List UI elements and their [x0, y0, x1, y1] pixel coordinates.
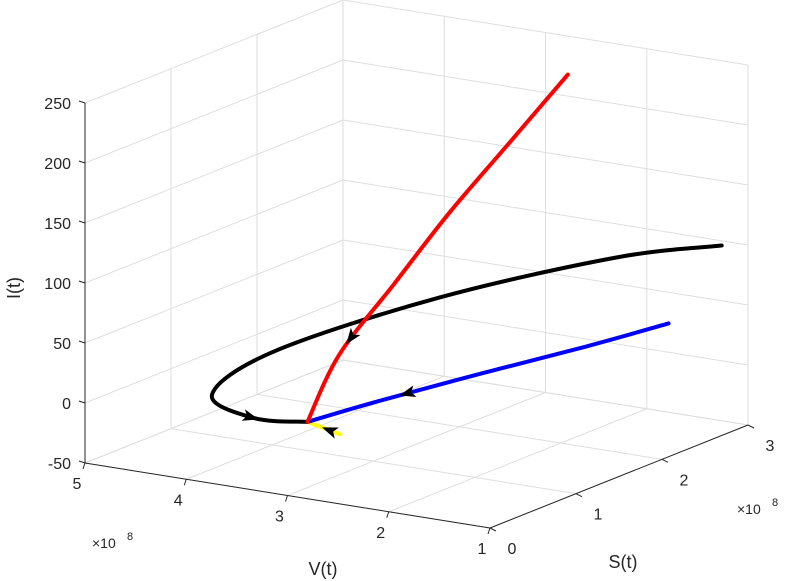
z-tick-mark [78, 460, 86, 464]
wall-grid-line [342, 359, 749, 426]
wall-grid-line [342, 59, 749, 126]
x-tick-mark [183, 479, 187, 486]
x-tick-mark [386, 511, 390, 518]
direction-arrow [321, 427, 340, 439]
axes [78, 100, 755, 535]
x-axis-label: V(t) [309, 559, 338, 579]
y-tick-label: 2 [680, 472, 689, 489]
x-tick-mark [82, 462, 86, 470]
z-axis-label: I(t) [4, 277, 24, 299]
x-multiplier: ×10 8 [92, 531, 133, 551]
y-tick-label: 3 [766, 438, 775, 455]
x-tick-label: 1 [478, 541, 487, 558]
x-tick-mark [285, 495, 288, 502]
direction-arrow [346, 327, 361, 345]
y-tick-mark [661, 458, 669, 463]
svg-text:8: 8 [772, 497, 778, 509]
direction-arrow [241, 409, 259, 421]
x-tick-mark [487, 527, 491, 535]
x-tick-label: 2 [376, 525, 385, 542]
wall-grid-line [342, 299, 749, 366]
series-line [210, 243, 724, 424]
wall-grid-line [84, 119, 344, 224]
wall-grid-line [342, 0, 749, 66]
z-tick-mark [78, 280, 86, 284]
y-tick-mark [575, 493, 583, 498]
grid [84, 0, 749, 529]
y-tick-label: 1 [594, 507, 603, 524]
y-multiplier: ×10 8 [737, 497, 778, 517]
y-tick-label: 0 [508, 541, 517, 558]
z-tick-label: 0 [62, 396, 71, 413]
wall-grid-line [84, 359, 344, 464]
floor-grid-line [170, 428, 577, 495]
z-tick-mark [78, 220, 86, 224]
z-tick-label: 150 [44, 216, 71, 233]
y-axis-label: S(t) [609, 552, 638, 572]
tick-labels: 5 4 3 2 1 0 1 2 3 250 200 150 100 50 0 -50 [44, 96, 774, 558]
y-tick-mark [747, 424, 755, 429]
series-lines [210, 72, 724, 437]
wall-grid-line [84, 239, 344, 344]
series-line [305, 321, 671, 424]
z-tick-mark [78, 100, 86, 104]
z-tick-label: 100 [44, 276, 71, 293]
z-tick-mark [78, 160, 86, 164]
wall-grid-line [84, 0, 344, 104]
wall-grid-line [342, 119, 749, 186]
y-tick-mark [489, 527, 497, 532]
direction-arrows [241, 327, 417, 439]
svg-text:×10: ×10 [92, 535, 116, 551]
wall-grid-line [84, 179, 344, 284]
direction-arrow [399, 385, 417, 397]
svg-text:×10: ×10 [737, 501, 761, 517]
z-tick-mark [78, 400, 86, 404]
wall-grid-line [342, 179, 749, 246]
z-tick-label: 200 [44, 156, 71, 173]
z-tick-mark [78, 340, 86, 344]
floor-grid-line [388, 408, 647, 513]
z-tick-label: 50 [53, 336, 71, 353]
wall-grid-line [84, 299, 344, 404]
series-line [305, 72, 570, 424]
y-axis-line [489, 424, 749, 529]
floor-grid-line [256, 393, 663, 460]
x-tick-label: 3 [275, 509, 284, 526]
x-tick-label: 4 [174, 492, 183, 509]
wall-grid-line [84, 59, 344, 164]
x-tick-label: 5 [73, 476, 82, 493]
svg-text:8: 8 [127, 531, 133, 543]
z-tick-label: 250 [44, 96, 71, 113]
z-tick-label: -50 [48, 456, 71, 473]
floor-grid-line [287, 392, 546, 496]
